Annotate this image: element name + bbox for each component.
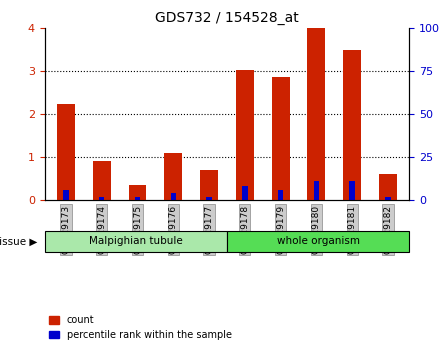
Bar (93, 161, 111, 200)
Bar (200, 170, 218, 200)
Text: GSM29174: GSM29174 (97, 205, 106, 254)
Text: GSM29175: GSM29175 (133, 205, 142, 254)
Bar (99, 197, 105, 200)
Text: GSM29173: GSM29173 (61, 205, 70, 254)
Title: GDS732 / 154528_at: GDS732 / 154528_at (155, 11, 299, 25)
Legend: count, percentile rank within the sample: count, percentile rank within the sample (49, 315, 232, 340)
Text: GSM29177: GSM29177 (205, 205, 214, 254)
Bar (242, 186, 247, 200)
Bar (343, 50, 361, 200)
Bar (349, 181, 355, 200)
Text: GSM29182: GSM29182 (384, 205, 392, 254)
Text: whole organism: whole organism (277, 237, 360, 246)
Bar (314, 181, 319, 200)
Bar (385, 197, 391, 200)
Bar (236, 70, 254, 200)
Bar (379, 174, 397, 200)
Bar (57, 104, 75, 200)
Bar (63, 190, 69, 200)
Text: GSM29181: GSM29181 (348, 205, 356, 254)
Text: Malpighian tubule: Malpighian tubule (89, 237, 182, 246)
Bar (44, 231, 227, 252)
Bar (307, 28, 325, 200)
Text: GSM29178: GSM29178 (240, 205, 249, 254)
Bar (170, 193, 176, 200)
Bar (271, 77, 290, 200)
Bar (278, 190, 283, 200)
Text: tissue ▶: tissue ▶ (0, 237, 37, 246)
Bar (227, 231, 409, 252)
Bar (206, 197, 212, 200)
Bar (135, 197, 140, 200)
Text: GSM29180: GSM29180 (312, 205, 321, 254)
Bar (164, 152, 182, 200)
Text: GSM29179: GSM29179 (276, 205, 285, 254)
Bar (129, 185, 146, 200)
Text: GSM29176: GSM29176 (169, 205, 178, 254)
